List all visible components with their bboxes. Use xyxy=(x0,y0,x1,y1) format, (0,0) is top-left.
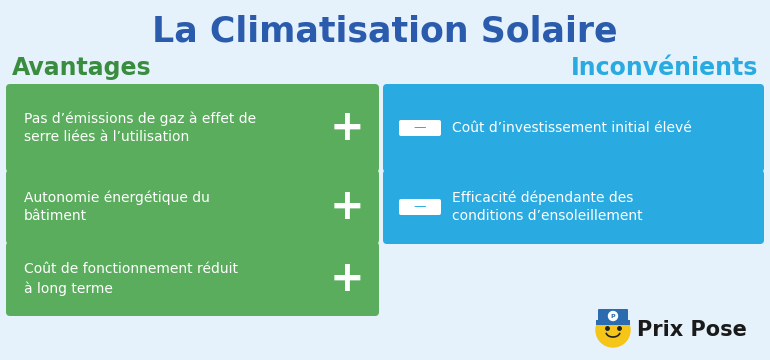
Text: Coût d’investissement initial élevé: Coût d’investissement initial élevé xyxy=(452,121,691,135)
Text: +: + xyxy=(330,258,364,300)
FancyBboxPatch shape xyxy=(6,242,379,316)
Text: Avantages: Avantages xyxy=(12,56,152,80)
Text: Pas d’émissions de gaz à effet de
serre liées à l’utilisation: Pas d’émissions de gaz à effet de serre … xyxy=(24,112,256,144)
FancyBboxPatch shape xyxy=(399,120,441,136)
Text: P: P xyxy=(611,314,615,319)
Text: —: — xyxy=(413,201,427,213)
FancyBboxPatch shape xyxy=(399,199,441,215)
FancyBboxPatch shape xyxy=(6,84,379,172)
Text: La Climatisation Solaire: La Climatisation Solaire xyxy=(152,15,618,49)
FancyBboxPatch shape xyxy=(383,170,764,244)
Text: Autonomie énergétique du
bâtiment: Autonomie énergétique du bâtiment xyxy=(24,190,210,224)
Text: Efficacité dépendante des
conditions d’ensoleillement: Efficacité dépendante des conditions d’e… xyxy=(452,190,643,224)
Text: —: — xyxy=(413,122,427,135)
Text: Inconvénients: Inconvénients xyxy=(571,56,758,80)
FancyBboxPatch shape xyxy=(596,320,630,325)
FancyBboxPatch shape xyxy=(383,84,764,172)
Text: Prix Pose: Prix Pose xyxy=(637,320,747,340)
Text: +: + xyxy=(330,107,364,149)
Text: +: + xyxy=(330,186,364,228)
Text: Coût de fonctionnement réduit
à long terme: Coût de fonctionnement réduit à long ter… xyxy=(24,262,238,296)
Circle shape xyxy=(596,313,630,347)
FancyBboxPatch shape xyxy=(598,309,628,325)
Circle shape xyxy=(608,311,618,320)
FancyBboxPatch shape xyxy=(6,170,379,244)
